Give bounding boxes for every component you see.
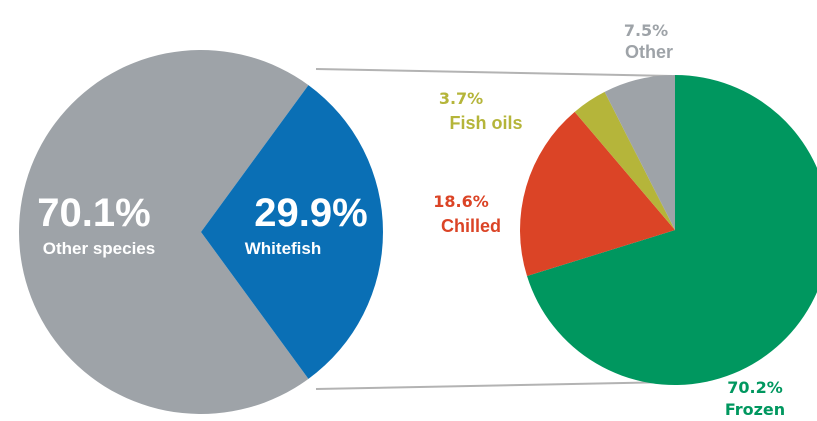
slice-name-label-other: Other: [625, 42, 673, 62]
slice-name-label-whitefish: Whitefish: [245, 239, 322, 258]
pie-slice-whitefish: [201, 85, 383, 379]
slice-value-label-fish-oils: 3.7%: [439, 89, 483, 108]
pie-slice-other: [604, 75, 675, 230]
whitefish-breakdown-pie: [520, 75, 817, 385]
slice-value-label-other-species: 70.1%: [37, 191, 150, 235]
slice-value-label-whitefish: 29.9%: [254, 191, 367, 235]
pie-slice-other-species: [18, 49, 309, 414]
connector-line-top: [315, 68, 673, 77]
slice-name-label-chilled: Chilled: [441, 216, 501, 236]
slice-value-label-other: 7.5%: [624, 21, 668, 40]
slice-value-label-frozen: 70.2%: [727, 378, 783, 397]
slice-name-label-frozen: Frozen: [725, 400, 785, 419]
pie-slice-chilled: [520, 111, 675, 277]
pie-slice-fish-oils: [574, 91, 675, 230]
pie-slice-frozen: [527, 75, 817, 385]
main-pie: [18, 49, 383, 414]
connector-line-bottom: [315, 381, 673, 390]
slice-name-label-other-species: Other species: [43, 239, 155, 258]
slice-value-label-chilled: 18.6%: [433, 192, 489, 211]
slice-name-label-fish-oils: Fish oils: [449, 113, 522, 133]
